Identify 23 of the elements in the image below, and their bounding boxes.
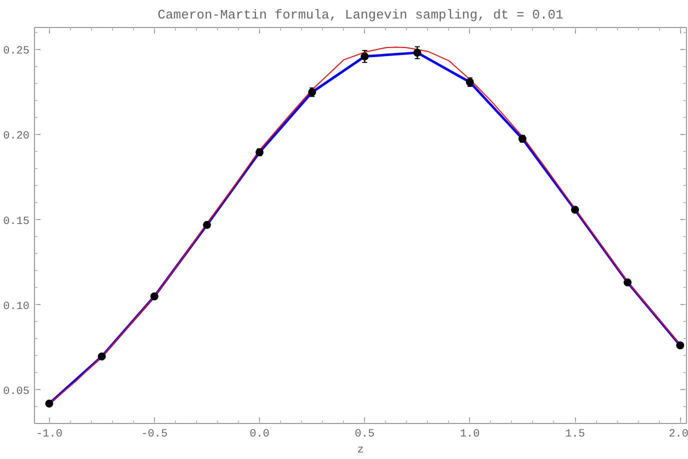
point	[98, 352, 106, 360]
x-tick-label: 1.5	[565, 428, 585, 440]
point	[150, 292, 158, 300]
point	[202, 220, 211, 229]
point	[360, 52, 369, 60]
x-tick-label: -0.5	[141, 428, 168, 440]
point	[413, 48, 422, 57]
point	[676, 341, 684, 350]
y-tick-label: 0.20	[3, 130, 30, 143]
y-tick-label: 0.15	[3, 216, 30, 228]
y-tick-label: 0.25	[3, 46, 30, 58]
x-axis-title: z	[357, 444, 364, 456]
point	[571, 206, 580, 214]
x-tick-label: 0.0	[250, 428, 270, 440]
x-tick-label: 1.0	[460, 428, 480, 440]
y-tick-label: 0.10	[3, 300, 30, 313]
x-tick-label: -1.0	[36, 428, 62, 440]
y-tick-label: 0.05	[3, 386, 30, 398]
point	[45, 400, 54, 408]
point	[624, 278, 632, 286]
x-tick-label: 0.5	[354, 428, 375, 440]
chart-title: Cameron-Martin formula, Langevin sampling, dt = 0.01	[158, 8, 564, 22]
x-tick-label: 2.0	[668, 428, 688, 440]
